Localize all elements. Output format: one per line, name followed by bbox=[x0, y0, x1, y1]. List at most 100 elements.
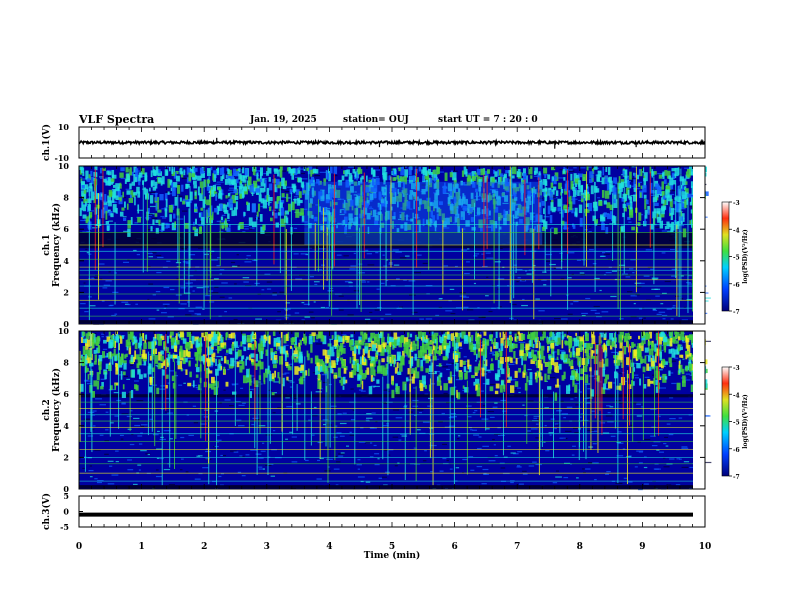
spectrogram-speckle bbox=[481, 316, 486, 318]
upper-band-patch bbox=[297, 367, 301, 372]
spectrogram-speckle bbox=[380, 318, 384, 320]
upper-band-patch bbox=[240, 175, 245, 181]
upper-band-patch bbox=[508, 170, 512, 177]
upper-band-patch bbox=[438, 363, 442, 367]
spectrogram-speckle bbox=[464, 272, 470, 275]
upper-band-patch bbox=[253, 335, 256, 339]
upper-band-patch bbox=[691, 185, 694, 195]
upper-band-patch bbox=[285, 361, 289, 367]
upper-band-patch bbox=[353, 351, 357, 361]
upper-band-patch bbox=[469, 179, 473, 185]
upper-band-patch bbox=[367, 226, 370, 234]
upper-band-patch bbox=[682, 191, 687, 200]
spectrogram-speckle bbox=[625, 380, 628, 383]
upper-band-patch bbox=[134, 196, 136, 206]
upper-band-patch bbox=[383, 177, 386, 185]
upper-band-patch bbox=[425, 344, 430, 350]
upper-band-patch bbox=[604, 358, 609, 367]
spectrogram-speckle bbox=[483, 217, 488, 219]
upper-band-patch bbox=[280, 348, 285, 353]
upper-band-patch bbox=[452, 353, 455, 360]
spectrogram-speckle bbox=[481, 265, 488, 268]
spectrogram-speckle bbox=[99, 434, 104, 436]
spectrogram-speckle bbox=[180, 303, 187, 305]
upper-band-patch bbox=[228, 199, 233, 208]
upper-band-patch bbox=[585, 333, 589, 342]
upper-band-patch bbox=[129, 167, 132, 176]
spectrogram-speckle bbox=[289, 431, 293, 433]
spectrogram-speckle bbox=[360, 390, 366, 392]
spectrogram-speckle bbox=[370, 427, 377, 429]
upper-band-patch bbox=[220, 339, 223, 345]
upper-band-patch bbox=[656, 338, 660, 345]
upper-band-patch bbox=[560, 192, 562, 196]
upper-band-patch bbox=[449, 216, 453, 223]
spectrogram-speckle bbox=[572, 445, 576, 447]
upper-band-patch bbox=[428, 177, 431, 185]
spectrogram-speckle bbox=[369, 456, 374, 458]
upper-band-patch bbox=[165, 223, 170, 229]
upper-band-patch bbox=[594, 344, 599, 353]
spectrogram-speckle bbox=[413, 272, 421, 274]
spectrogram-speckle bbox=[636, 415, 643, 417]
upper-band-patch bbox=[198, 384, 201, 391]
spectrogram-speckle bbox=[318, 248, 326, 250]
upper-band-patch bbox=[511, 198, 517, 205]
spectrogram-speckle bbox=[383, 484, 388, 486]
upper-band-patch bbox=[79, 166, 84, 170]
upper-band-patch bbox=[85, 333, 90, 340]
upper-band-patch bbox=[203, 332, 208, 342]
upper-band-patch bbox=[622, 170, 625, 177]
upper-band-patch bbox=[387, 333, 390, 342]
spectrogram-speckle bbox=[121, 402, 126, 404]
spectrogram-speckle bbox=[643, 317, 646, 319]
upper-band-patch bbox=[247, 343, 252, 348]
upper-band-patch bbox=[456, 336, 460, 343]
spectrogram-speckle bbox=[220, 473, 225, 475]
upper-band-patch bbox=[478, 219, 483, 228]
spectrogram-speckle bbox=[487, 371, 492, 373]
upper-band-patch bbox=[171, 171, 175, 177]
upper-band-patch bbox=[601, 344, 604, 350]
upper-band-patch bbox=[367, 349, 370, 358]
spectrogram-speckle bbox=[187, 301, 190, 303]
upper-band-patch bbox=[441, 213, 445, 222]
upper-band-patch bbox=[609, 345, 613, 350]
spectrogram-speckle bbox=[511, 379, 517, 381]
spectrogram-speckle bbox=[681, 466, 689, 468]
spectrogram-speckle bbox=[89, 210, 95, 212]
upper-band-patch bbox=[155, 166, 159, 176]
upper-band-patch bbox=[686, 344, 691, 353]
upper-band-patch bbox=[572, 376, 575, 385]
spectrogram-speckle bbox=[652, 309, 658, 312]
spectrogram-speckle bbox=[530, 220, 536, 223]
upper-band-patch bbox=[476, 176, 481, 185]
spectrogram-speckle bbox=[349, 431, 352, 433]
upper-band-patch bbox=[518, 333, 523, 341]
spectrogram-speckle bbox=[205, 294, 212, 297]
upper-band-patch bbox=[370, 366, 375, 376]
spectrogram-speckle bbox=[392, 409, 400, 411]
spectrogram-speckle bbox=[180, 469, 183, 471]
upper-band-patch bbox=[482, 340, 485, 350]
upper-band-patch bbox=[88, 211, 93, 218]
upper-band-patch bbox=[243, 212, 246, 216]
upper-band-patch bbox=[607, 339, 611, 346]
spectrogram-speckle bbox=[662, 365, 666, 367]
spectrogram-speckle bbox=[569, 169, 573, 171]
upper-band-patch bbox=[436, 380, 442, 386]
spectrogram-speckle bbox=[145, 453, 151, 455]
upper-band-patch bbox=[561, 375, 565, 381]
spectrogram-speckle bbox=[611, 351, 618, 354]
upper-band-patch bbox=[152, 186, 157, 191]
spectrogram-speckle bbox=[550, 196, 556, 199]
y-tick-label: 8 bbox=[63, 193, 69, 203]
upper-band-patch bbox=[93, 380, 98, 387]
spectrogram-speckle bbox=[195, 306, 203, 308]
spectrogram-speckle bbox=[319, 457, 324, 460]
upper-band-patch bbox=[134, 350, 137, 360]
upper-band-patch bbox=[266, 167, 269, 176]
spectrogram-speckle bbox=[203, 286, 209, 288]
spectrogram-speckle bbox=[439, 470, 444, 472]
upper-band-patch bbox=[437, 166, 440, 174]
